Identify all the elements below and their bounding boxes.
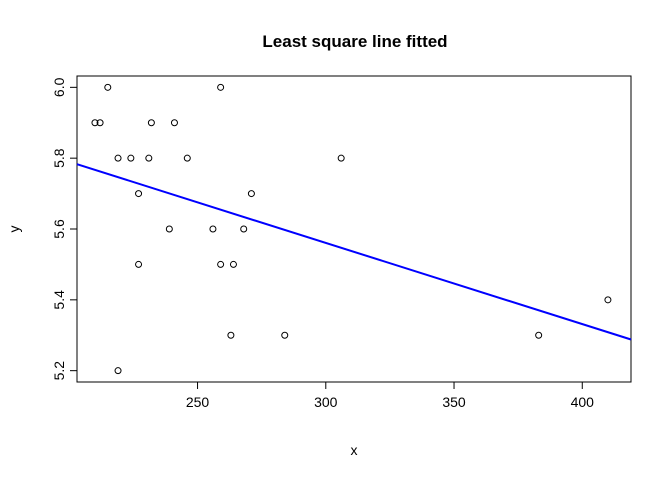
x-tick-label: 250 (186, 394, 210, 410)
x-axis: 250 300 350 400 (186, 381, 595, 410)
data-point (281, 331, 289, 339)
data-point (209, 225, 217, 233)
y-tick-label: 5.2 (51, 361, 67, 381)
y-tick-label: 5.6 (51, 219, 67, 239)
y-tick-label: 5.4 (51, 290, 67, 310)
y-axis: 5.2 5.4 5.6 5.8 6.0 (51, 77, 78, 381)
data-point (337, 154, 345, 162)
x-tick-label: 300 (314, 394, 338, 410)
x-tick-label: 350 (442, 394, 466, 410)
data-point (183, 154, 191, 162)
data-point (217, 83, 225, 91)
data-point (135, 190, 143, 198)
data-point (227, 331, 235, 339)
data-point (165, 225, 173, 233)
x-axis-label: x (351, 442, 358, 458)
data-point (104, 83, 112, 91)
data-point (114, 367, 122, 375)
data-point (135, 260, 143, 268)
data-point (535, 331, 543, 339)
data-point (247, 190, 255, 198)
data-point (91, 119, 99, 127)
y-tick-label: 6.0 (51, 77, 67, 97)
data-point (240, 225, 248, 233)
data-point (145, 154, 153, 162)
data-point (170, 119, 178, 127)
data-point (217, 260, 225, 268)
data-point (127, 154, 135, 162)
least-squares-line (76, 163, 632, 341)
data-point (229, 260, 237, 268)
chart-title: Least square line fitted (262, 32, 447, 51)
data-point (96, 119, 104, 127)
data-point (114, 154, 122, 162)
y-tick-label: 5.8 (51, 148, 67, 168)
data-points (91, 83, 612, 375)
x-tick-label: 400 (571, 394, 595, 410)
plot-area (76, 75, 632, 383)
y-axis-label: y (6, 226, 22, 233)
data-point (147, 119, 155, 127)
data-point (604, 296, 612, 304)
fit-line-group (76, 163, 632, 341)
